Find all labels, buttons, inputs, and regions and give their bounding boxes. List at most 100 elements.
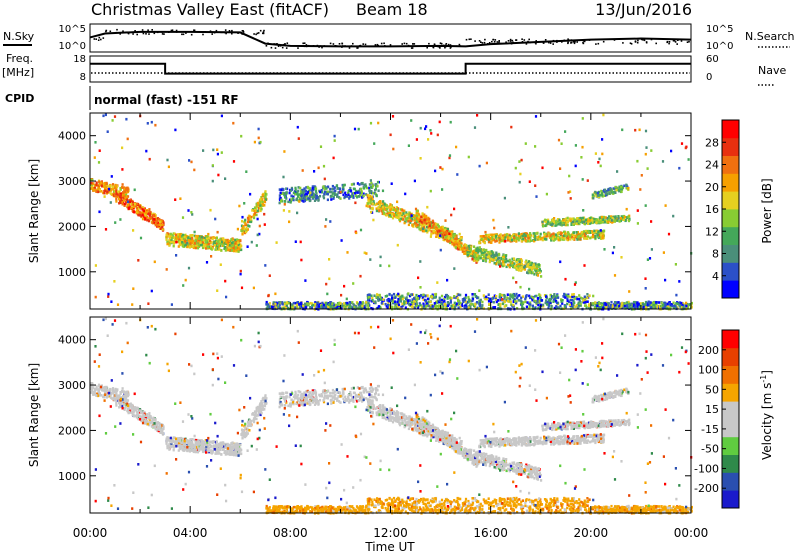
power-cell xyxy=(178,238,181,241)
power-cell xyxy=(348,303,351,307)
power-cell xyxy=(464,243,467,247)
power-cell xyxy=(288,191,291,195)
power-cell xyxy=(388,214,391,217)
power-cell xyxy=(289,201,292,204)
power-cell xyxy=(115,197,118,201)
power-cell xyxy=(404,192,407,196)
power-cell xyxy=(463,246,466,250)
nsky-point xyxy=(582,40,585,42)
power-cell xyxy=(442,238,445,241)
power-cell xyxy=(512,303,515,307)
power-cell xyxy=(311,196,314,199)
nsky-point xyxy=(426,46,428,49)
power-cell xyxy=(426,205,429,209)
power-cell xyxy=(467,306,470,310)
power-cell xyxy=(195,242,198,245)
power-cell xyxy=(551,295,554,298)
power-cell xyxy=(478,289,481,292)
noise-top-left: 10^5 xyxy=(59,24,86,35)
nsky-point xyxy=(147,29,149,31)
nsky-point xyxy=(447,43,450,46)
power-cell xyxy=(250,220,253,224)
nsky-point xyxy=(595,43,597,45)
power-cell xyxy=(603,229,606,233)
power-cell xyxy=(482,259,485,262)
power-cell xyxy=(517,232,520,235)
power-cell xyxy=(644,152,647,156)
power-cell xyxy=(550,233,554,236)
power-cell xyxy=(382,298,385,301)
power-cell xyxy=(413,218,416,222)
power-cell xyxy=(226,238,229,242)
power-cell xyxy=(489,259,492,262)
power-cell xyxy=(461,247,464,250)
power-cell xyxy=(483,241,486,245)
nsky-point xyxy=(190,33,193,36)
power-cell xyxy=(105,186,108,189)
power-cell xyxy=(326,305,330,309)
power-cell xyxy=(621,306,624,309)
power-cell xyxy=(165,238,168,241)
power-cell xyxy=(564,234,567,238)
power-cell xyxy=(278,303,281,307)
nsky-point xyxy=(444,46,446,49)
power-cell xyxy=(555,222,558,225)
power-cell xyxy=(626,306,629,309)
power-cell xyxy=(406,216,409,220)
power-cell xyxy=(548,232,551,235)
power-cell xyxy=(479,235,482,238)
power-cell xyxy=(135,211,138,215)
power-cell xyxy=(121,192,124,195)
nsky-point xyxy=(341,42,344,45)
power-cell xyxy=(614,191,617,194)
power-cell xyxy=(193,242,196,245)
nsky-point xyxy=(487,43,489,45)
power-cell xyxy=(376,180,380,184)
power-cell xyxy=(448,296,452,300)
nsky-point xyxy=(262,31,265,33)
nsky-point xyxy=(263,29,265,32)
nsky-point xyxy=(145,33,147,35)
power-cell xyxy=(508,258,511,262)
power-cell xyxy=(462,244,466,248)
power-cell xyxy=(455,302,458,305)
power-cell xyxy=(570,220,573,224)
power-cell xyxy=(155,223,159,227)
power-cell xyxy=(364,185,368,188)
power-cell xyxy=(651,301,654,305)
power-cell xyxy=(472,255,475,258)
power-cell xyxy=(488,233,491,237)
power-cell xyxy=(567,295,570,298)
power-cell xyxy=(503,294,506,298)
power-cell xyxy=(280,198,283,202)
nsky-point xyxy=(132,33,134,35)
power-cell xyxy=(455,234,458,238)
power-cell xyxy=(282,188,285,191)
power-cell xyxy=(287,306,290,310)
power-cell xyxy=(413,306,416,309)
power-cell xyxy=(397,213,400,217)
power-cell xyxy=(396,216,399,219)
power-cell xyxy=(244,218,247,222)
power-cell xyxy=(113,193,116,196)
nsky-point xyxy=(153,32,156,35)
nsky-point xyxy=(677,39,679,41)
power-cell xyxy=(584,232,587,235)
power-cell xyxy=(386,306,389,309)
power-cell xyxy=(560,298,563,301)
power-cell xyxy=(630,306,634,309)
power-cell xyxy=(494,256,497,259)
nsky-point xyxy=(321,46,323,49)
power-cell xyxy=(519,299,522,302)
power-cell xyxy=(537,307,540,310)
nsky-point xyxy=(510,42,513,44)
power-cell xyxy=(536,274,540,277)
power-cell xyxy=(571,217,574,221)
power-cell xyxy=(528,307,531,310)
power-cell xyxy=(122,199,126,202)
power-cell xyxy=(541,238,544,242)
power-cell xyxy=(619,187,622,190)
power-cell xyxy=(519,262,522,266)
power-cell xyxy=(274,302,277,306)
nsky-point xyxy=(319,45,322,47)
